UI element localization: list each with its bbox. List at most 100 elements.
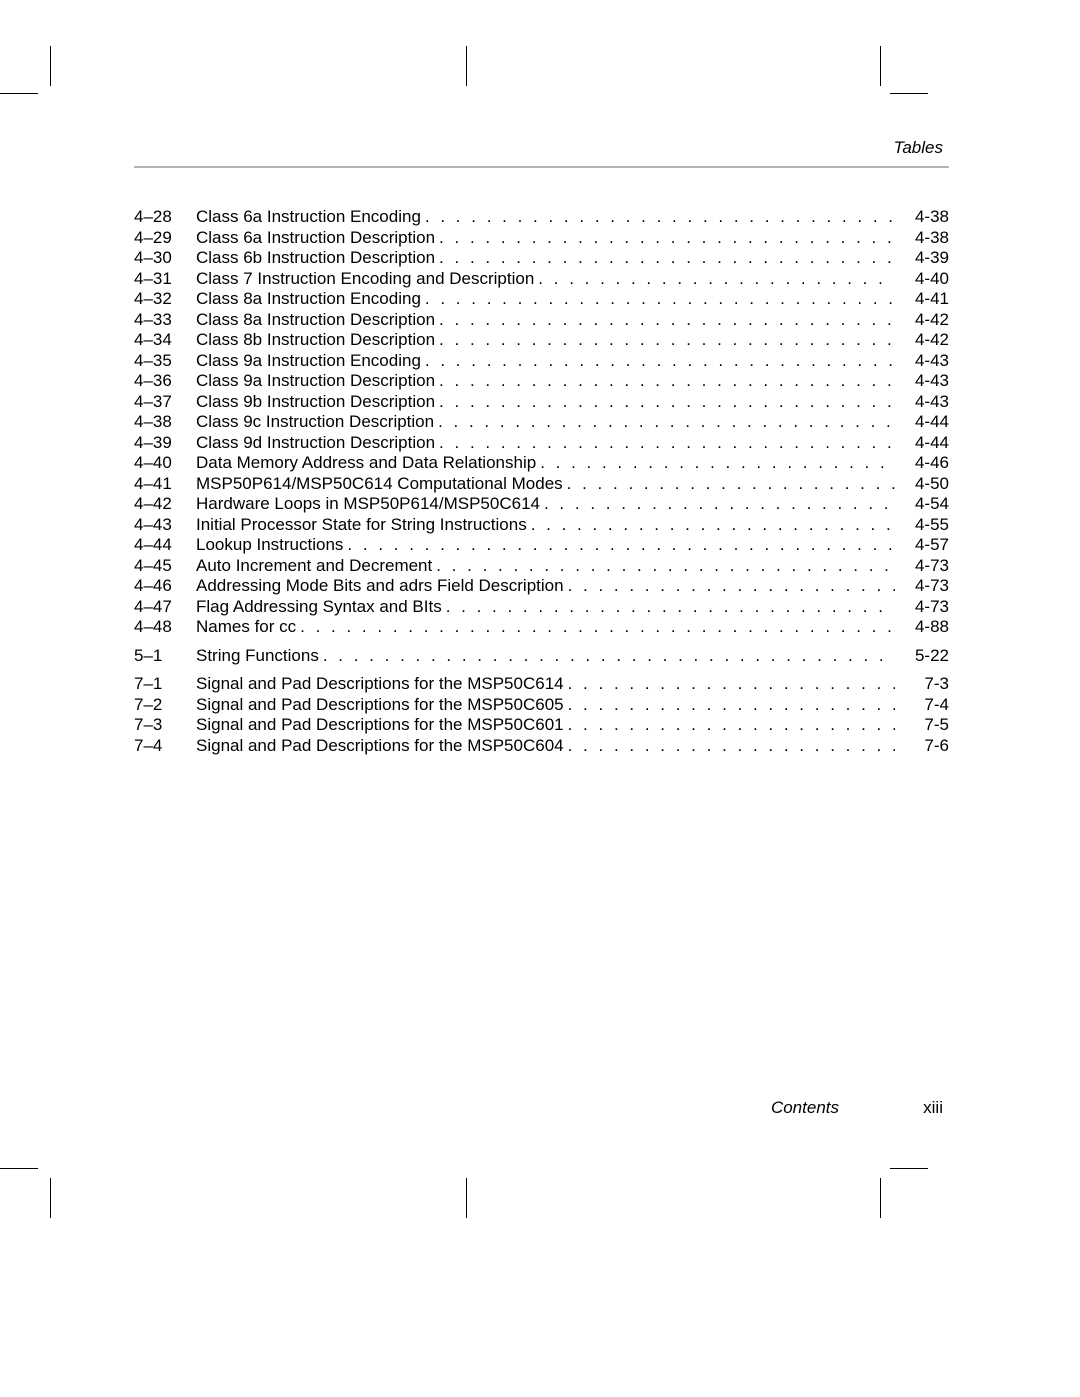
toc-entry-title: Class 9b Instruction Description	[196, 393, 439, 410]
toc-entry-page: 7-5	[895, 716, 949, 733]
toc-entry: 4–28Class 6a Instruction Encoding. . . .…	[134, 208, 949, 225]
toc-entry-number: 4–47	[134, 598, 196, 615]
toc-entry-title: Class 6a Instruction Encoding	[196, 208, 425, 225]
toc-leader-dots: . . . . . . . . . . . . . . . . . . . . …	[538, 270, 895, 287]
toc-leader-dots: . . . . . . . . . . . . . . . . . . . . …	[439, 229, 895, 246]
toc-entry-title: Class 9c Instruction Description	[196, 413, 438, 430]
toc-entry: 4–30Class 6b Instruction Description. . …	[134, 249, 949, 266]
crop-mark	[890, 1168, 928, 1169]
toc-entry: 4–37Class 9b Instruction Description. . …	[134, 393, 949, 410]
toc-entry-page: 7-3	[895, 675, 949, 692]
toc-entry-number: 5–1	[134, 647, 196, 664]
toc-entry: 4–42Hardware Loops in MSP50P614/MSP50C61…	[134, 495, 949, 512]
toc-entry-number: 4–41	[134, 475, 196, 492]
crop-mark	[50, 46, 51, 86]
toc-entry-page: 4-46	[895, 454, 949, 471]
toc-entry: 7–2Signal and Pad Descriptions for the M…	[134, 696, 949, 713]
header-rule	[134, 166, 949, 168]
toc-entry-title: Class 8a Instruction Description	[196, 311, 439, 328]
toc-leader-dots: . . . . . . . . . . . . . . . . . . . . …	[425, 352, 895, 369]
toc-entry-title: Class 9a Instruction Description	[196, 372, 439, 389]
toc-entry: 4–33Class 8a Instruction Description. . …	[134, 311, 949, 328]
toc-entry-page: 4-38	[895, 229, 949, 246]
page-content: Tables 4–28Class 6a Instruction Encoding…	[134, 138, 949, 757]
toc-entry-title: Hardware Loops in MSP50P614/MSP50C614	[196, 495, 544, 512]
toc-leader-dots: . . . . . . . . . . . . . . . . . . . . …	[568, 737, 895, 754]
toc-entry-page: 4-73	[895, 557, 949, 574]
toc-entry-title: Class 7 Instruction Encoding and Descrip…	[196, 270, 538, 287]
toc-entry-title: Signal and Pad Descriptions for the MSP5…	[196, 675, 568, 692]
toc-entry-number: 4–29	[134, 229, 196, 246]
crop-mark	[890, 93, 928, 94]
crop-mark	[50, 1178, 51, 1218]
crop-mark	[0, 1168, 38, 1169]
toc-leader-dots: . . . . . . . . . . . . . . . . . . . . …	[438, 413, 895, 430]
toc-leader-dots: . . . . . . . . . . . . . . . . . . . . …	[567, 475, 895, 492]
toc-entry: 4–47Flag Addressing Syntax and BIts. . .…	[134, 598, 949, 615]
header-label: Tables	[134, 138, 949, 158]
toc-entry-title: Addressing Mode Bits and adrs Field Desc…	[196, 577, 568, 594]
toc-entry: 4–34Class 8b Instruction Description. . …	[134, 331, 949, 348]
toc-leader-dots: . . . . . . . . . . . . . . . . . . . . …	[425, 208, 895, 225]
toc-entry: 7–4Signal and Pad Descriptions for the M…	[134, 737, 949, 754]
toc-entry-number: 7–3	[134, 716, 196, 733]
toc-entry: 4–43Initial Processor State for String I…	[134, 516, 949, 533]
toc-entry-title: Class 8a Instruction Encoding	[196, 290, 425, 307]
toc-leader-dots: . . . . . . . . . . . . . . . . . . . . …	[425, 290, 895, 307]
toc-leader-dots: . . . . . . . . . . . . . . . . . . . . …	[540, 454, 895, 471]
toc-entry-page: 4-40	[895, 270, 949, 287]
crop-mark	[466, 1178, 467, 1218]
toc-leader-dots: . . . . . . . . . . . . . . . . . . . . …	[436, 557, 895, 574]
toc-leader-dots: . . . . . . . . . . . . . . . . . . . . …	[323, 647, 895, 664]
toc-entry-page: 4-43	[895, 372, 949, 389]
toc-entry-title: Names for cc	[196, 618, 300, 635]
toc-leader-dots: . . . . . . . . . . . . . . . . . . . . …	[544, 495, 895, 512]
toc-entry-number: 7–2	[134, 696, 196, 713]
toc-entry-page: 4-73	[895, 577, 949, 594]
toc-entry-title: Signal and Pad Descriptions for the MSP5…	[196, 737, 568, 754]
toc-entry-title: Lookup Instructions	[196, 536, 347, 553]
footer-contents-label: Contents	[771, 1098, 839, 1118]
toc-entry-number: 4–35	[134, 352, 196, 369]
toc-entry-title: Class 9d Instruction Description	[196, 434, 439, 451]
toc-entry-number: 7–1	[134, 675, 196, 692]
toc-entry-title: Data Memory Address and Data Relationshi…	[196, 454, 540, 471]
toc-leader-dots: . . . . . . . . . . . . . . . . . . . . …	[347, 536, 895, 553]
toc-entry-page: 4-44	[895, 413, 949, 430]
toc-leader-dots: . . . . . . . . . . . . . . . . . . . . …	[439, 372, 895, 389]
crop-mark	[466, 46, 467, 86]
toc-entry-title: Flag Addressing Syntax and BIts	[196, 598, 446, 615]
toc-entry-page: 5-22	[895, 647, 949, 664]
toc-leader-dots: . . . . . . . . . . . . . . . . . . . . …	[439, 393, 895, 410]
toc-entry: 4–44Lookup Instructions. . . . . . . . .…	[134, 536, 949, 553]
toc-entry-number: 7–4	[134, 737, 196, 754]
toc-entry-page: 4-88	[895, 618, 949, 635]
crop-mark	[880, 1178, 881, 1218]
toc-entry-number: 4–46	[134, 577, 196, 594]
toc-entry-number: 4–45	[134, 557, 196, 574]
toc-entry-number: 4–42	[134, 495, 196, 512]
toc-entry: 4–41MSP50P614/MSP50C614 Computational Mo…	[134, 475, 949, 492]
footer-page-number: xiii	[923, 1098, 943, 1118]
toc-entry-page: 4-50	[895, 475, 949, 492]
toc-entry-page: 4-43	[895, 393, 949, 410]
toc-entry-number: 4–34	[134, 331, 196, 348]
toc-entry-title: Signal and Pad Descriptions for the MSP5…	[196, 696, 568, 713]
toc-entry-number: 4–43	[134, 516, 196, 533]
toc-entry-title: Initial Processor State for String Instr…	[196, 516, 531, 533]
toc-entry-number: 4–36	[134, 372, 196, 389]
toc-entry-number: 4–37	[134, 393, 196, 410]
toc-entry-number: 4–48	[134, 618, 196, 635]
toc-entry: 5–1String Functions. . . . . . . . . . .…	[134, 647, 949, 664]
crop-mark	[880, 46, 881, 86]
toc-leader-dots: . . . . . . . . . . . . . . . . . . . . …	[568, 577, 895, 594]
toc-entry: 4–35Class 9a Instruction Encoding. . . .…	[134, 352, 949, 369]
toc-entry-page: 4-73	[895, 598, 949, 615]
toc-leader-dots: . . . . . . . . . . . . . . . . . . . . …	[446, 598, 895, 615]
toc-entry-number: 4–28	[134, 208, 196, 225]
toc-entry-page: 4-57	[895, 536, 949, 553]
toc-entry: 4–40Data Memory Address and Data Relatio…	[134, 454, 949, 471]
tables-list: 4–28Class 6a Instruction Encoding. . . .…	[134, 208, 949, 754]
toc-entry-number: 4–32	[134, 290, 196, 307]
toc-leader-dots: . . . . . . . . . . . . . . . . . . . . …	[439, 249, 895, 266]
